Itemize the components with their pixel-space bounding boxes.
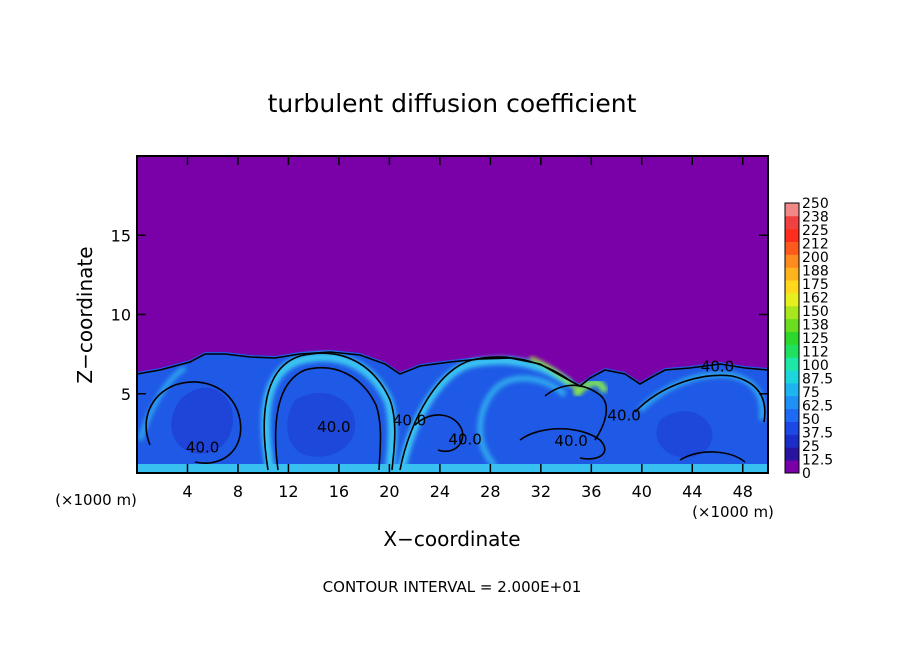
contour-interval-note: CONTOUR INTERVAL = 2.000E+01 — [323, 578, 582, 596]
colorbar-label: 75 — [802, 385, 820, 401]
contour-label: 40.0 — [393, 411, 426, 429]
colorbar: 012.52537.55062.57587.510011212513815016… — [784, 196, 833, 482]
x-tick-label: 32 — [531, 482, 551, 501]
contour-labels: 40.0 40.0 40.0 40.0 40.0 40.0 40.0 — [186, 358, 734, 457]
colorbar-label: 175 — [802, 277, 829, 293]
colorbar-label: 238 — [802, 210, 829, 226]
colorbar-swatch — [785, 318, 799, 332]
contour-line — [399, 356, 573, 471]
colorbar-swatch — [785, 331, 799, 345]
colorbar-swatch — [785, 254, 799, 268]
colorbar-label: 62.5 — [802, 399, 833, 415]
colorbar-swatch — [785, 395, 799, 410]
colorbar-swatch — [785, 215, 799, 230]
colorbar-swatch — [785, 241, 799, 255]
eddy-core — [171, 387, 233, 454]
y-tick-label: 10 — [111, 306, 131, 325]
eddy-streak — [477, 375, 568, 469]
colorbar-label: 212 — [802, 237, 829, 253]
colorbar-label: 50 — [802, 412, 820, 428]
y-tick-label: 15 — [111, 226, 131, 245]
x-tick-label: 20 — [379, 482, 399, 501]
contour-line — [263, 352, 396, 471]
colorbar-swatch — [785, 421, 799, 435]
colorbar-label: 138 — [802, 318, 829, 334]
colorbar-label: 250 — [802, 196, 829, 212]
colorbar-label: 150 — [802, 304, 829, 320]
x-tick-label: 28 — [480, 482, 500, 501]
eddy-streak — [398, 356, 573, 469]
contour-label: 40.0 — [186, 438, 219, 456]
colorbar-label: 200 — [802, 250, 829, 266]
colorbar-swatch — [785, 370, 799, 384]
colorbar-label: 12.5 — [802, 453, 833, 469]
colorbar-swatch — [785, 447, 799, 461]
colorbar-swatch — [785, 267, 799, 281]
colorbar-swatch — [785, 305, 799, 320]
x-axis-ticks: 4 8 12 16 20 24 28 32 36 40 44 48 — [182, 156, 753, 501]
colorbar-swatch — [785, 460, 799, 474]
contour-label: 40.0 — [701, 358, 734, 376]
colorbar-swatch — [785, 434, 799, 448]
contour-line — [679, 451, 746, 463]
colorbar-label: 125 — [802, 331, 829, 347]
turbulent-layer — [137, 350, 768, 473]
colorbar-label: 100 — [802, 358, 829, 374]
colorbar-label: 0 — [802, 466, 811, 482]
contour-line — [145, 381, 242, 464]
eddy-core — [656, 411, 713, 458]
eddy-streak — [261, 352, 397, 469]
x-tick-label: 16 — [329, 482, 349, 501]
contour-label: 40.0 — [448, 430, 481, 448]
x-axis-label: X−coordinate — [383, 527, 520, 551]
colorbar-swatch — [785, 408, 799, 422]
contour-lines — [137, 351, 768, 471]
colorbar-swatch — [785, 228, 799, 242]
colorbar-swatch — [785, 383, 799, 397]
chart-title: turbulent diffusion coefficient — [268, 89, 637, 118]
x-tick-label: 24 — [430, 482, 450, 501]
x-tick-label: 8 — [233, 482, 243, 501]
y-axis-ticks: 5 10 15 — [111, 226, 768, 404]
colorbar-swatch — [785, 203, 799, 217]
contour-label: 40.0 — [317, 418, 350, 436]
colorbar-label: 112 — [802, 345, 829, 361]
x-tick-label: 12 — [278, 482, 298, 501]
x-tick-label: 48 — [733, 482, 753, 501]
contour-line — [274, 366, 382, 471]
x-tick-label: 44 — [682, 482, 702, 501]
plot-area: 40.0 40.0 40.0 40.0 40.0 40.0 40.0 — [137, 156, 768, 473]
z-axis-unit: (×1000 m) — [55, 491, 137, 509]
colorbar-swatch — [785, 357, 799, 371]
colorbar-label: 225 — [802, 223, 829, 239]
contour-label: 40.0 — [607, 407, 640, 425]
eddy-streak — [137, 365, 187, 441]
y-tick-label: 5 — [121, 385, 131, 404]
colorbar-swatch — [785, 344, 799, 358]
contour-line — [414, 414, 464, 452]
contour-line — [519, 427, 606, 460]
colorbar-label: 37.5 — [802, 426, 833, 442]
colorbar-label: 188 — [802, 264, 829, 280]
colorbar-label: 87.5 — [802, 372, 833, 388]
colorbar-frame — [784, 202, 800, 474]
contour-label: 40.0 — [554, 432, 587, 450]
colorbar-label: 162 — [802, 291, 829, 307]
y-axis-label: Z−coordinate — [73, 246, 97, 383]
colorbar-label: 25 — [802, 439, 820, 455]
contour-line — [634, 374, 766, 423]
colorbar-swatch — [785, 280, 799, 294]
x-tick-label: 4 — [182, 482, 192, 501]
x-axis-unit: (×1000 m) — [692, 503, 774, 521]
x-tick-label: 36 — [581, 482, 601, 501]
surface-layer — [137, 464, 768, 473]
colorbar-swatch — [785, 293, 799, 307]
x-tick-label: 40 — [632, 482, 652, 501]
contour-line — [544, 384, 608, 441]
eddy-core — [287, 392, 356, 457]
